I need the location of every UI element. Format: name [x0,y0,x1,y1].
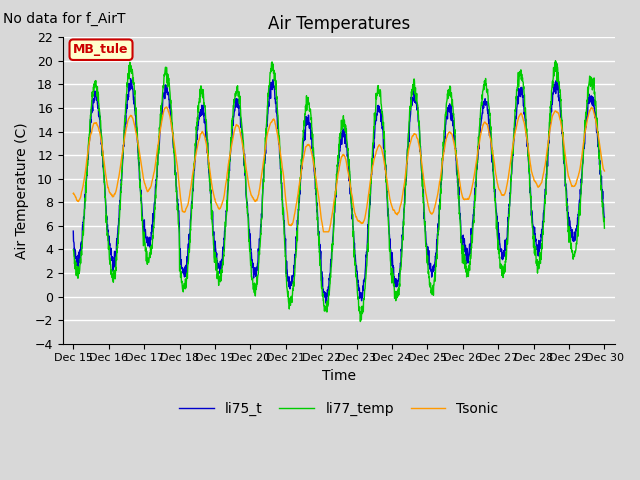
Line: li75_t: li75_t [73,79,604,306]
Title: Air Temperatures: Air Temperatures [268,15,410,33]
Y-axis label: Air Temperature (C): Air Temperature (C) [15,122,29,259]
li77_temp [356,319,364,324]
Tsonic [366,181,374,187]
li75_t [355,282,362,288]
Tsonic [554,110,562,116]
Legend: li75_t, li77_temp, Tsonic: li75_t, li77_temp, Tsonic [173,396,504,422]
li75_t [600,215,608,220]
Tsonic [600,168,608,174]
Tsonic [69,191,77,196]
li77_temp [366,204,374,210]
Tsonic [218,202,225,207]
li77_temp [218,274,225,279]
li75_t [323,303,330,309]
Tsonic [163,104,170,110]
li77_temp [554,73,562,79]
li75_t [569,238,577,243]
li75_t [218,261,225,267]
Tsonic [493,180,501,186]
li75_t [127,76,134,82]
X-axis label: Time: Time [322,369,356,383]
Text: MB_tule: MB_tule [73,43,129,56]
li77_temp [552,58,559,64]
li75_t [554,84,562,89]
li77_temp [354,296,362,302]
li75_t [493,223,501,228]
Line: li77_temp: li77_temp [73,61,604,322]
Tsonic [569,183,577,189]
Tsonic [319,229,327,235]
li77_temp [569,252,577,257]
Line: Tsonic: Tsonic [73,107,604,232]
Tsonic [355,218,362,224]
li77_temp [600,225,608,231]
li75_t [366,202,374,207]
li77_temp [69,247,77,252]
li77_temp [493,232,501,238]
li75_t [69,228,77,234]
Text: No data for f_AirT: No data for f_AirT [3,12,125,26]
